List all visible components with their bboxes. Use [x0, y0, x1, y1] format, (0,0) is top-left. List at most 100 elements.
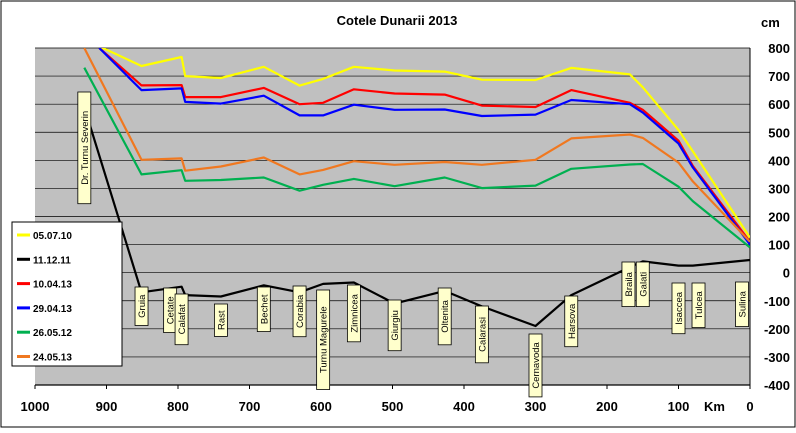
legend-box	[11, 221, 123, 367]
station-label-box	[316, 289, 331, 390]
x-tick-label: 0	[746, 399, 753, 414]
y-tick-label: 200	[768, 210, 790, 225]
series-line-05.07.10	[100, 48, 750, 239]
station-label-text: Calafat	[177, 304, 188, 334]
x-axis-label: Km	[704, 399, 725, 414]
station-label-box	[621, 261, 636, 307]
y-tick-label: 600	[768, 97, 790, 112]
y-tick-labels: -400 -300 -200 -100 0 100 200 300 400 500 600 700 80…	[764, 41, 790, 393]
station-label-box	[346, 284, 361, 343]
x-tick-label: 500	[382, 399, 404, 414]
station-label: Braila	[621, 261, 636, 307]
station-label-box	[635, 261, 650, 307]
station-label: Galati	[635, 261, 650, 307]
station-label-box	[213, 303, 228, 337]
station-label-text: Isaccea	[674, 291, 685, 324]
y-tick-label: -400	[764, 378, 790, 393]
x-tick-label: 600	[310, 399, 332, 414]
station-label-text: Tulcea	[694, 291, 705, 320]
y-tick-label: 0	[783, 266, 790, 281]
station-label-text: Cetate	[166, 296, 177, 324]
station-label: Calarasi	[474, 305, 489, 364]
station-label-box	[256, 286, 271, 332]
chart-title: Cotele Dunarii 2013	[337, 13, 458, 28]
station-label: Giurgiu	[387, 299, 402, 352]
y-tick-label: 700	[768, 69, 790, 84]
station-label-box	[437, 287, 452, 346]
station-label: Calafat	[174, 293, 189, 346]
station-label-box	[292, 285, 307, 338]
y-tick-label: 100	[768, 238, 790, 253]
station-label: Isaccea	[671, 282, 686, 335]
station-label: Tulcea	[691, 282, 706, 328]
x-tick-label: 900	[96, 399, 118, 414]
y-tick-label: 400	[768, 153, 790, 168]
station-label-text: Sulina	[738, 290, 749, 317]
legend-label: 29.04.13	[33, 304, 72, 315]
x-tick-labels: 1000 900 800 700 600 500 400 300 200 100 0	[21, 399, 754, 414]
station-label-text: Harsova	[567, 303, 578, 339]
series-line-10.04.13	[98, 48, 750, 243]
y-tick-label: 800	[768, 41, 790, 56]
station-label: Zimnicea	[346, 284, 361, 343]
station-label: Cetate	[163, 287, 178, 333]
station-label-text: Gruia	[137, 294, 148, 318]
x-tick-label: 800	[167, 399, 189, 414]
x-tick-label: 300	[525, 399, 547, 414]
y-tick-label: -300	[764, 350, 790, 365]
station-label-box	[671, 282, 686, 335]
station-label-text: Oltenita	[440, 299, 451, 332]
station-label-text: Zimnicea	[349, 293, 360, 332]
station-label-text: Galati	[638, 272, 649, 297]
x-tick-label: 200	[596, 399, 618, 414]
station-label-box	[134, 286, 149, 326]
station-label-text: Giurgiu	[390, 310, 401, 341]
legend-label: 10.04.13	[33, 280, 72, 291]
y-tick-label: 500	[768, 125, 790, 140]
station-label: Bechet	[256, 286, 271, 332]
y-tick-label: -100	[764, 294, 790, 309]
station-label-box	[735, 281, 749, 327]
series-line-29.04.13	[98, 48, 750, 246]
x-tick-label: 100	[668, 399, 690, 414]
x-tick-label: 1000	[21, 399, 50, 414]
station-label-text: Dr. Turnu Severin	[80, 111, 91, 185]
station-label-text: Turnu Magurele	[319, 306, 330, 373]
station-label-text: Bechet	[259, 294, 270, 324]
station-label: Oltenita	[437, 287, 452, 346]
station-label-text: Corabia	[295, 294, 306, 328]
legend-label: 05.07.10	[33, 231, 72, 242]
station-label: Dr. Turnu Severin	[77, 91, 92, 205]
legend: 05.07.10 11.12.11 10.04.13 29.04.13 26.05.12…	[11, 221, 123, 367]
station-label-box	[691, 282, 706, 328]
station-label: Cernavoda	[528, 333, 543, 398]
station-label-box	[387, 299, 402, 352]
station-label: Sulina	[735, 281, 749, 327]
series-line-26.05.12	[83, 67, 750, 249]
station-label-box	[528, 333, 543, 398]
station-label-box	[564, 295, 579, 348]
station-labels: Dr. Turnu Severin Gruia Cetate Calafat Rast B…	[77, 91, 749, 398]
y-axis-label: cm	[761, 15, 780, 30]
legend-label: 11.12.11	[33, 255, 71, 266]
station-label: Corabia	[292, 285, 307, 338]
x-tick-label: 400	[453, 399, 475, 414]
legend-label: 24.05.13	[33, 353, 72, 364]
station-label-text: Cernavoda	[531, 342, 542, 389]
station-label-text: Calarasi	[477, 317, 488, 352]
legend-label: 26.05.12	[33, 328, 72, 339]
station-label: Harsova	[564, 295, 579, 348]
y-tick-label: -200	[764, 322, 790, 337]
station-label-text: Braila	[624, 271, 635, 296]
station-label-box	[77, 91, 92, 205]
series-line-24.05.13	[83, 48, 750, 243]
x-tick-label: 700	[239, 399, 261, 414]
station-label: Rast	[213, 303, 228, 337]
y-tick-label: 300	[768, 181, 790, 196]
station-label: Turnu Magurele	[316, 289, 331, 390]
station-label-box	[174, 293, 189, 346]
station-label-box	[474, 305, 489, 364]
station-label-text: Rast	[216, 310, 227, 330]
